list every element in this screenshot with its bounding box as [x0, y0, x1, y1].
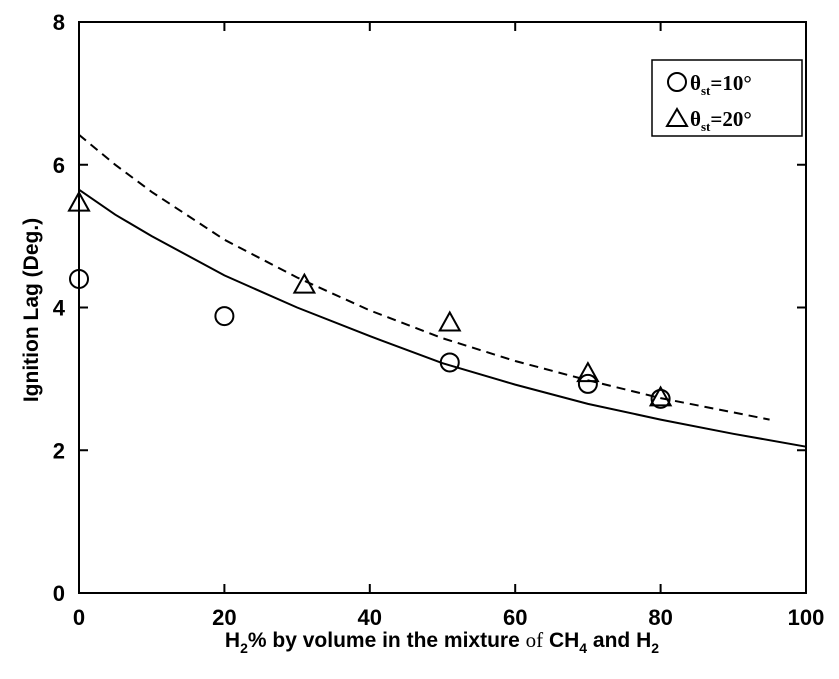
legend: θst=10° θst=20° [651, 59, 803, 137]
x-tick-label-4: 80 [648, 605, 672, 630]
legend-label-20: θst=20° [690, 107, 752, 134]
x-tick-label-2: 40 [358, 605, 382, 630]
y-axis-label: Ignition Lag (Deg.) [20, 218, 43, 402]
circle-point-2 [439, 352, 460, 373]
x-tick-label-3: 60 [503, 605, 527, 630]
axis-ticks: 0 20 40 60 80 100 0 2 4 6 8 [53, 10, 825, 630]
y-tick-label-1: 2 [53, 438, 65, 463]
triangle-point-4 [648, 385, 673, 407]
triangle-point-2 [438, 310, 462, 332]
triangle-point-3 [576, 361, 600, 383]
y-tick-label-3: 6 [53, 153, 65, 178]
circle-point-0 [69, 268, 89, 289]
x-tick-label-5: 100 [788, 605, 825, 630]
solid-fit-curve [78, 188, 807, 448]
x-axis-label: H2% by volume in the mixture of CH4 and … [225, 628, 659, 656]
y-tick-label-4: 8 [53, 10, 65, 35]
legend-circle-icon [667, 72, 687, 92]
triangle-point-1 [292, 272, 317, 294]
legend-label-10: θst=10° [690, 71, 752, 98]
data-points [67, 190, 673, 409]
x-tick-label-0: 0 [73, 605, 85, 630]
circle-point-3 [577, 373, 598, 394]
legend-triangle-icon [665, 107, 689, 127]
triangle-point-0 [67, 190, 91, 212]
fit-curves [78, 134, 807, 448]
circle-point-4 [650, 388, 671, 409]
circle-point-1 [214, 306, 235, 327]
x-tick-label-1: 20 [212, 605, 236, 630]
y-tick-label-0: 0 [53, 581, 65, 606]
y-tick-label-2: 4 [53, 296, 66, 321]
dashed-fit-curve [78, 134, 770, 421]
